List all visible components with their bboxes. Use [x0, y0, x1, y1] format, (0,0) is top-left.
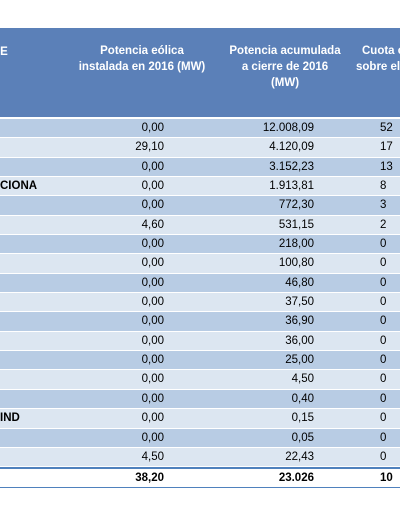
row-cumulative: 0,40 [291, 392, 314, 405]
table-row: 0,00 46,80 0 [0, 273, 400, 294]
table-header: E Potencia eólica instalada en 2016 (MW)… [0, 28, 400, 117]
row-share: 3 [380, 199, 387, 212]
row-share: 0 [380, 334, 387, 347]
row-share: 0 [380, 450, 387, 463]
row-share: 0 [380, 412, 387, 425]
row-cumulative: 12.008,09 [262, 122, 314, 134]
row-installed: 0,00 [141, 354, 164, 367]
row-installed: 0,00 [141, 122, 164, 134]
row-cumulative: 4.120,09 [269, 141, 314, 154]
row-cumulative: 772,30 [278, 199, 314, 212]
row-installed: 0,00 [141, 180, 164, 193]
table-row: 0,00 100,80 0 [0, 254, 400, 274]
row-installed: 29,10 [135, 141, 164, 154]
table-row: 4,50 22,43 0 [0, 447, 400, 468]
row-company: CIONA [0, 180, 38, 193]
table-row: 0,00 4,50 0 [0, 370, 400, 390]
row-cumulative: 3.152,23 [269, 160, 314, 173]
table-body: 0,00 12.008,09 52 29,10 4.120,09 17 0,00 3.152,… [0, 119, 400, 488]
row-company: IND [0, 412, 20, 425]
table-row: 29,10 4.120,09 17 [0, 138, 400, 158]
header-share: Cuota c sobre el [356, 45, 400, 73]
row-installed: 0,00 [141, 431, 164, 444]
row-share: 0 [380, 373, 387, 386]
row-share: 13 [380, 160, 393, 173]
table-row: 4,60 531,15 2 [0, 215, 400, 236]
total-installed: 38,20 [135, 472, 164, 485]
row-share: 17 [380, 141, 393, 154]
table-bottom-border [0, 487, 400, 488]
table-row: 0,00 25,00 0 [0, 351, 400, 371]
row-installed: 0,00 [141, 276, 164, 289]
row-installed: 0,00 [141, 334, 164, 347]
row-installed: 0,00 [141, 412, 164, 425]
header-installed-2016: Potencia eólica instalada en 2016 (MW) [78, 45, 206, 73]
row-cumulative: 100,80 [278, 257, 314, 270]
row-share: 0 [380, 257, 387, 270]
row-installed: 0,00 [141, 257, 164, 270]
total-cumulative: 23.026 [278, 472, 314, 485]
row-cumulative: 36,00 [285, 334, 314, 347]
row-cumulative: 531,15 [278, 218, 314, 231]
row-cumulative: 46,80 [285, 276, 314, 289]
header-company: E [0, 46, 8, 58]
row-cumulative: 36,90 [285, 315, 314, 328]
row-installed: 0,00 [141, 238, 164, 251]
row-installed: 0,00 [141, 160, 164, 173]
table-total-row: 38,20 23.026 10 [0, 467, 400, 488]
row-share: 0 [380, 354, 387, 367]
row-cumulative: 4,50 [291, 373, 314, 386]
row-cumulative: 25,00 [285, 354, 314, 367]
row-cumulative: 0,15 [291, 412, 314, 425]
row-cumulative: 0,05 [291, 431, 314, 444]
table-row: 0,00 218,00 0 [0, 235, 400, 255]
row-cumulative: 1.913,81 [269, 180, 314, 193]
table-row: 0,00 3.152,23 13 [0, 157, 400, 178]
row-share: 0 [380, 238, 387, 251]
row-share: 0 [380, 276, 387, 289]
row-share: 8 [380, 180, 387, 193]
table-row: 0,00 12.008,09 52 [0, 119, 400, 139]
table-row: 0,00 37,50 0 [0, 293, 400, 313]
row-share: 2 [380, 218, 387, 231]
table-row: CIONA 0,00 1.913,81 8 [0, 177, 400, 197]
row-cumulative: 22,43 [285, 450, 314, 463]
row-share: 0 [380, 315, 387, 328]
table-row: IND 0,00 0,15 0 [0, 409, 400, 429]
row-installed: 0,00 [141, 296, 164, 309]
row-share: 0 [380, 296, 387, 309]
row-share: 0 [380, 392, 387, 405]
row-installed: 4,60 [141, 218, 164, 231]
row-cumulative: 37,50 [285, 296, 314, 309]
table-row: 0,00 0,05 0 [0, 428, 400, 448]
row-installed: 0,00 [141, 392, 164, 405]
row-share: 52 [380, 122, 393, 134]
table-row: 0,00 36,00 0 [0, 331, 400, 352]
table-row: 0,00 0,40 0 [0, 389, 400, 410]
table-row: 0,00 36,90 0 [0, 312, 400, 332]
row-installed: 0,00 [141, 315, 164, 328]
row-share: 0 [380, 431, 387, 444]
header-cumulative-2016: Potencia acumulada a cierre de 2016 (MW) [229, 45, 341, 89]
row-cumulative: 218,00 [278, 238, 314, 251]
table-row: 0,00 772,30 3 [0, 196, 400, 216]
row-installed: 0,00 [141, 373, 164, 386]
row-installed: 4,50 [141, 450, 164, 463]
total-share: 10 [380, 472, 393, 485]
row-installed: 0,00 [141, 199, 164, 212]
